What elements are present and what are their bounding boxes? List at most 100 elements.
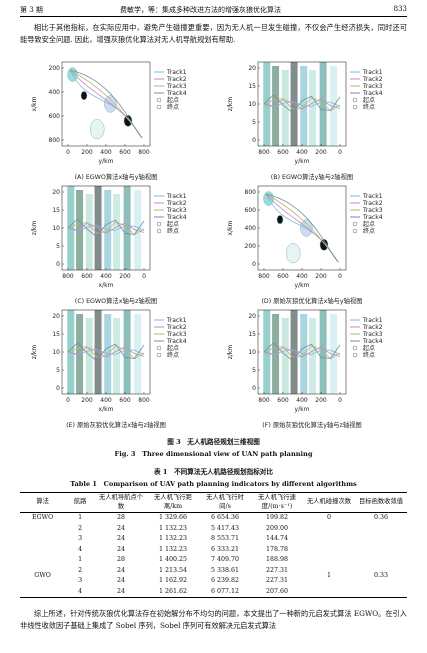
- legend-marker: [156, 221, 162, 227]
- y-tick-label: 0: [56, 385, 60, 392]
- figure-caption: 图 3 无人机路径规划三维视图: [167, 438, 260, 446]
- legend-label: Track1: [362, 193, 383, 200]
- panel-caption: (C) EGWO算法x轴与z轴视图: [75, 296, 157, 305]
- x-tick-label: 400: [100, 149, 112, 156]
- y-tick-label: 10: [52, 349, 60, 356]
- cell: 1 261.62: [158, 587, 188, 595]
- legend-label: 终点: [167, 351, 179, 359]
- cell: EGWO: [32, 514, 54, 521]
- track: [67, 342, 145, 362]
- plot-panel: 800 600 400 200 0 0 5 10 15 20 x/km z/km (C) EGWO算法x…: [31, 185, 187, 305]
- y-axis-label: z/km: [227, 345, 234, 360]
- x-tick-label: 600: [119, 149, 131, 156]
- cell: 227.31: [265, 577, 289, 584]
- cell: 1: [78, 556, 83, 563]
- x-tick-label: 800: [258, 273, 270, 280]
- x-axis-label: x/km: [99, 282, 114, 289]
- table-row: GWO 1 28 1 400.25 7 409.70 188.98 1 0.33: [20, 555, 407, 579]
- obstacle: [263, 62, 271, 146]
- cell: 24: [116, 566, 125, 574]
- obstacle: [123, 114, 133, 127]
- legend-marker: [352, 97, 358, 103]
- cell: 2: [78, 524, 83, 532]
- track: [265, 193, 339, 263]
- legend-label: Track4: [362, 338, 383, 345]
- legend-label: Track3: [362, 207, 383, 214]
- page-number: 833: [393, 5, 407, 13]
- legend-label: 起点: [363, 96, 375, 104]
- column-header: 无人机碰撞次数: [303, 493, 355, 513]
- plot-panel: 800 600 400 200 0 0 5 10 15 20 y/km z/km (B) EGWO算法y…: [227, 61, 383, 181]
- cell: 1 132.23: [158, 535, 188, 542]
- table-row: 3 24 1 162.92 6 239.82 227.31: [20, 576, 407, 587]
- table-row: 2 24 1 213.54 5 338.61 227.31: [20, 566, 407, 577]
- x-axis-label: y/km: [295, 282, 310, 289]
- paragraph: 综上所述，针对传统灰狼优化算法存在初始解分布不均匀的问题，本文提出了一种新的元启…: [20, 609, 407, 630]
- cell: 3: [78, 535, 83, 542]
- table-wrap: 算法 航路 无人机导航点个数 无人机飞行距离/km 无人机飞行时间/s 无人机飞行速度/(…: [20, 492, 407, 598]
- obstacle: [67, 310, 75, 394]
- legend-label: Track4: [166, 214, 187, 221]
- legend-label: Track3: [362, 331, 383, 338]
- legend-label: Track3: [166, 331, 187, 338]
- y-tick-label: 200: [245, 243, 257, 250]
- running-title: 费敏学，等：集成多种改进方法的增强灰狼优化算法: [120, 6, 281, 14]
- y-tick-label: 20: [52, 189, 60, 196]
- track: [67, 348, 145, 356]
- cell: 3: [78, 577, 83, 584]
- table-row: 2 24 1 132.23 5 417.43 209.00: [20, 524, 407, 535]
- legend-label: 终点: [363, 103, 375, 111]
- legend-label: 起点: [167, 96, 179, 104]
- cell: 24: [116, 577, 125, 584]
- panel-caption: (E) 原始灰狼优化算法x轴与z轴视图: [66, 420, 166, 429]
- obstacle: [113, 318, 121, 394]
- cell: 1 329.66: [158, 514, 188, 521]
- column-header: 目标函数收敛值: [355, 493, 407, 513]
- x-axis-label: y/km: [295, 158, 310, 165]
- obstacle: [85, 194, 93, 270]
- x-tick-label: 800: [138, 149, 150, 156]
- cell: 6 654.36: [210, 514, 240, 521]
- obstacle: [285, 243, 301, 264]
- y-tick-label: 5: [56, 243, 60, 250]
- y-tick-label: 15: [248, 83, 256, 90]
- legend-label: Track1: [166, 69, 187, 76]
- cell: 6 333.21: [210, 545, 240, 553]
- legend-label: 起点: [363, 220, 375, 228]
- obstacle: [89, 119, 105, 140]
- track: [67, 218, 145, 238]
- cell: 188.98: [265, 556, 289, 563]
- table-row: 3 24 1 132.23 8 553.71 144.74: [20, 534, 407, 545]
- x-tick-label: 400: [296, 149, 308, 156]
- x-tick-label: 200: [315, 397, 327, 404]
- track: [263, 97, 341, 112]
- track: [67, 345, 145, 360]
- cell: 6 077.12: [210, 587, 240, 595]
- cell: 24: [116, 524, 125, 532]
- x-tick-label: 800: [258, 397, 270, 404]
- obstacle: [276, 215, 284, 225]
- legend-label: 起点: [363, 344, 375, 352]
- track: [67, 224, 145, 232]
- legend-label: Track1: [166, 193, 187, 200]
- cell: 5 417.43: [210, 524, 240, 532]
- legend-label: Track4: [362, 214, 383, 221]
- legend-marker: [156, 104, 162, 110]
- x-tick-label: 800: [258, 149, 270, 156]
- x-tick-label: 600: [277, 149, 289, 156]
- obstacle: [309, 318, 317, 394]
- cell: 1 132.23: [158, 524, 188, 532]
- legend-label: 终点: [167, 227, 179, 235]
- cell: 144.74: [265, 535, 289, 542]
- legend-marker: [352, 345, 358, 351]
- legend-marker: [352, 352, 358, 358]
- track: [67, 222, 145, 234]
- obstacle: [104, 95, 117, 113]
- cell: 7 409.70: [210, 556, 240, 563]
- y-axis-label: z/km: [31, 221, 38, 236]
- y-tick-label: 0: [252, 137, 256, 144]
- cell: 4: [78, 545, 83, 553]
- y-tick-label: 800: [245, 189, 257, 196]
- y-tick-label: 0: [252, 261, 256, 268]
- cell: 0.36: [373, 514, 389, 521]
